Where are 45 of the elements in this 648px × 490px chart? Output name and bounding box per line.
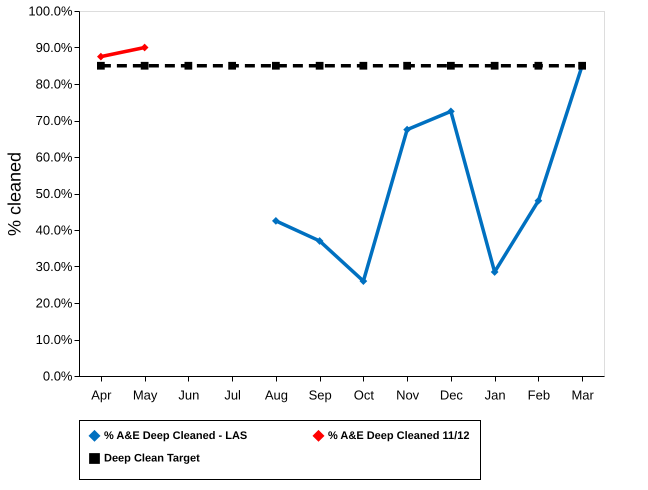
legend-label: % A&E Deep Cleaned 11/12 xyxy=(328,430,470,442)
y-tick-label: 100.0% xyxy=(28,4,73,18)
x-tick-label: Jan xyxy=(484,388,506,402)
point xyxy=(447,62,455,70)
point xyxy=(403,126,411,134)
x-tick-label: Jun xyxy=(178,388,200,402)
point xyxy=(97,52,105,60)
y-tick-label: 70.0% xyxy=(36,113,73,128)
y-tick-label: 90.0% xyxy=(36,40,73,55)
x-tick-label: Feb xyxy=(528,388,550,402)
x-tick-label: May xyxy=(132,388,158,402)
legend-label: % A&E Deep Cleaned - LAS xyxy=(104,430,248,442)
x-tick-label: Aug xyxy=(264,388,288,402)
x-tick-label: Mar xyxy=(571,388,594,402)
point xyxy=(316,62,324,70)
point xyxy=(140,62,148,70)
x-tick-label: Oct xyxy=(354,388,374,402)
point xyxy=(272,62,280,70)
point xyxy=(97,62,105,70)
point xyxy=(403,62,411,70)
x-tick-label: Apr xyxy=(91,388,112,402)
y-tick-label: 10.0% xyxy=(36,332,73,347)
point xyxy=(490,62,498,70)
x-tick-label: Jul xyxy=(224,388,242,402)
y-tick-label: 50.0% xyxy=(36,186,73,201)
y-axis-title: % cleaned xyxy=(4,152,24,236)
y-tick-label: 40.0% xyxy=(36,222,73,238)
point xyxy=(228,62,236,70)
x-tick-label: Nov xyxy=(396,388,420,402)
y-tick-label: 60.0% xyxy=(36,150,73,164)
point xyxy=(140,44,148,52)
y-tick-label: 20.0% xyxy=(36,296,73,310)
point xyxy=(272,217,280,225)
y-tick-label: 30.0% xyxy=(36,259,73,274)
point xyxy=(447,108,455,116)
point xyxy=(184,62,192,70)
y-tick-label: 80.0% xyxy=(36,76,73,92)
point xyxy=(360,62,368,70)
point xyxy=(316,237,324,245)
y-tick-label: 0.0% xyxy=(42,368,73,384)
point xyxy=(534,196,542,205)
legend-label: Deep Clean Target xyxy=(104,452,200,464)
x-tick-label: Dec xyxy=(440,388,464,402)
point xyxy=(534,62,542,70)
x-tick-label: Sep xyxy=(308,388,332,402)
